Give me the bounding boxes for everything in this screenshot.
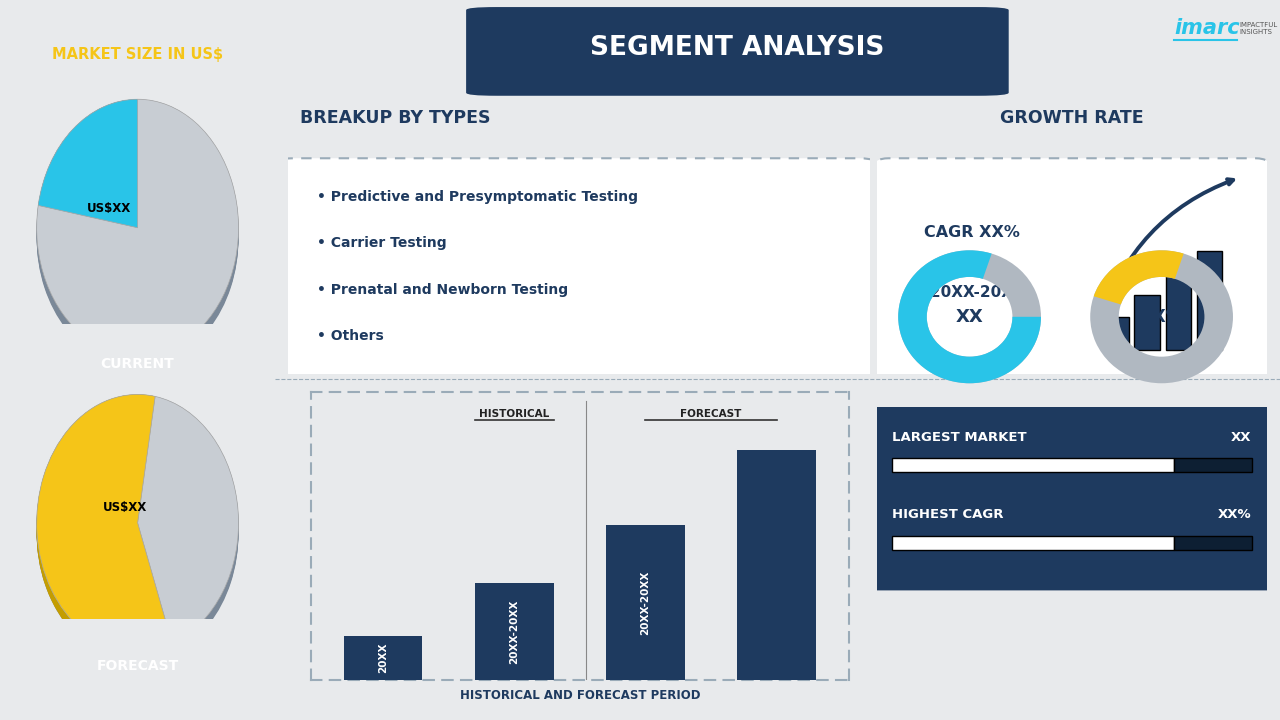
Wedge shape [37,102,238,359]
Wedge shape [899,251,1041,383]
Wedge shape [37,404,238,660]
Wedge shape [38,102,138,230]
Wedge shape [1091,251,1233,383]
Wedge shape [37,109,238,365]
Text: • Others: • Others [317,329,384,343]
FancyBboxPatch shape [892,536,1174,550]
Text: HIGHEST CAGR: HIGHEST CAGR [892,508,1004,521]
Wedge shape [37,397,238,654]
FancyBboxPatch shape [873,158,1271,380]
Wedge shape [37,395,238,652]
Wedge shape [37,396,172,653]
Wedge shape [899,251,1041,383]
Text: MARKET SIZE IN US$: MARKET SIZE IN US$ [52,47,223,62]
Wedge shape [37,105,238,362]
Text: US$XX: US$XX [104,501,147,514]
Wedge shape [37,402,172,659]
Wedge shape [37,399,238,656]
Text: CAGR XX%: CAGR XX% [924,225,1020,240]
FancyBboxPatch shape [1166,273,1192,350]
Text: (20XX-20XX): (20XX-20XX) [924,285,1032,300]
Text: XX%: XX% [1140,308,1183,325]
Text: US$XX: US$XX [87,202,132,215]
FancyBboxPatch shape [892,458,1174,472]
Bar [344,636,422,680]
Text: BREAKUP BY TYPES: BREAKUP BY TYPES [300,109,490,127]
Wedge shape [37,101,238,358]
Text: LARGEST MARKET: LARGEST MARKET [892,431,1027,444]
Wedge shape [37,104,238,361]
Wedge shape [37,107,238,364]
Wedge shape [37,99,238,356]
Wedge shape [37,400,238,657]
Wedge shape [38,109,138,237]
Wedge shape [37,99,238,356]
Bar [605,526,685,680]
Text: CURRENT: CURRENT [101,356,174,371]
Wedge shape [37,404,172,660]
Text: FORECAST: FORECAST [680,409,741,419]
FancyBboxPatch shape [865,399,1279,590]
Text: FORECAST: FORECAST [96,659,179,673]
FancyBboxPatch shape [1174,536,1252,550]
Wedge shape [38,99,138,228]
Wedge shape [37,397,172,654]
FancyBboxPatch shape [1103,317,1129,350]
Wedge shape [37,395,172,652]
Text: SEGMENT ANALYSIS: SEGMENT ANALYSIS [590,35,884,61]
Wedge shape [38,104,138,233]
Wedge shape [38,99,138,228]
Text: • Carrier Testing: • Carrier Testing [317,236,447,250]
Text: imarc: imarc [1175,18,1240,38]
Text: 20XX-20XX: 20XX-20XX [509,600,520,664]
FancyBboxPatch shape [466,7,1009,96]
Text: 20XX-20XX: 20XX-20XX [640,571,650,635]
Wedge shape [38,107,138,235]
Text: 20XX: 20XX [378,643,388,673]
Wedge shape [138,397,238,644]
Text: • Prenatal and Newborn Testing: • Prenatal and Newborn Testing [317,282,568,297]
Text: • Predictive and Presymptomatic Testing: • Predictive and Presymptomatic Testing [317,189,639,204]
Text: IMPACTFUL
INSIGHTS: IMPACTFUL INSIGHTS [1240,22,1277,35]
Wedge shape [38,110,138,238]
Text: GROWTH RATE: GROWTH RATE [1000,109,1144,127]
Wedge shape [38,105,138,234]
FancyBboxPatch shape [1174,458,1252,472]
Wedge shape [37,399,172,656]
Wedge shape [37,110,238,367]
FancyBboxPatch shape [270,158,882,380]
Wedge shape [37,405,172,662]
Text: XX%: XX% [1219,508,1252,521]
Text: XX: XX [1231,431,1252,444]
Wedge shape [1093,251,1184,305]
X-axis label: HISTORICAL AND FORECAST PERIOD: HISTORICAL AND FORECAST PERIOD [460,689,700,702]
Bar [737,450,815,680]
FancyBboxPatch shape [1197,251,1222,350]
Wedge shape [37,395,172,652]
Text: HISTORICAL: HISTORICAL [479,409,549,419]
Wedge shape [37,402,238,659]
Wedge shape [37,400,172,657]
Wedge shape [37,396,238,653]
Text: XX: XX [956,308,983,325]
FancyBboxPatch shape [1134,295,1160,350]
Bar [475,583,554,680]
Wedge shape [37,405,238,662]
Wedge shape [38,101,138,229]
